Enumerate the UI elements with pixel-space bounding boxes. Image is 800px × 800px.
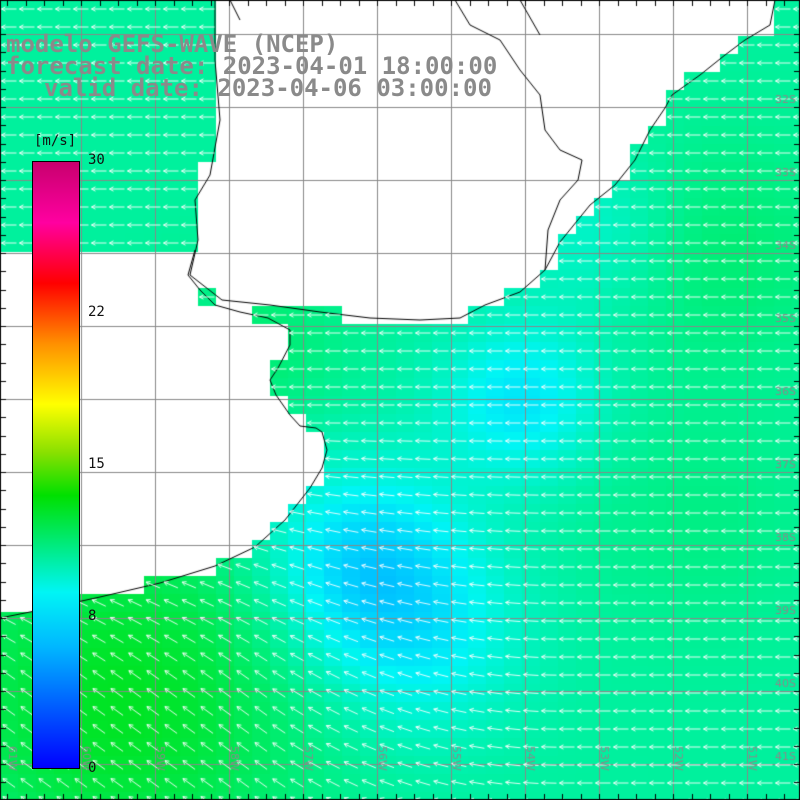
colorbar-unit: [m/s] bbox=[34, 133, 77, 149]
forecast-date: forecast date: 2023-04-01 18:00:00 bbox=[6, 52, 498, 80]
colorbar-tick-30: 30 bbox=[88, 152, 105, 168]
colorbar-tick-8: 8 bbox=[88, 608, 97, 624]
colorbar-tick-0: 0 bbox=[88, 760, 97, 776]
colorbar bbox=[32, 161, 80, 769]
model-title: modelo GEFS-WAVE (NCEP) bbox=[6, 30, 339, 58]
valid-date: valid date: 2023-04-06 03:00:00 bbox=[44, 74, 492, 102]
colorbar-tick-15: 15 bbox=[88, 456, 105, 472]
colorbar-tick-22: 22 bbox=[88, 304, 105, 320]
